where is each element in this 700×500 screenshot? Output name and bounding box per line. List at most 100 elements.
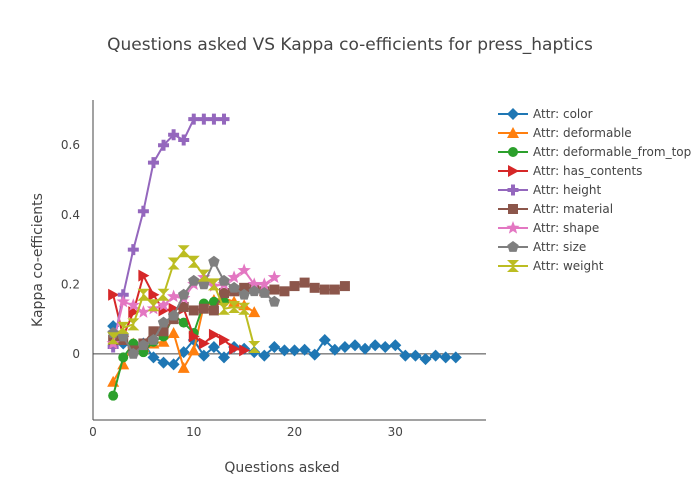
x-tick-label: 20: [287, 425, 302, 439]
plot-area: [93, 113, 486, 401]
data-point: [338, 340, 351, 353]
legend-item[interactable]: Attr: has_contents: [498, 164, 642, 178]
legend-item[interactable]: Attr: color: [498, 107, 593, 121]
legend-marker: [507, 184, 519, 196]
data-point: [188, 330, 200, 343]
data-point: [126, 298, 140, 311]
data-point: [177, 288, 190, 300]
y-tick-label: 0.2: [61, 277, 80, 291]
data-point: [288, 344, 301, 357]
data-point: [116, 294, 130, 308]
data-point: [248, 285, 260, 297]
data-point: [158, 139, 170, 151]
data-point: [127, 244, 139, 256]
legend-item[interactable]: Attr: material: [498, 202, 613, 216]
x-tick-label: 30: [388, 425, 403, 439]
data-point: [208, 328, 220, 341]
data-point: [147, 334, 160, 345]
data-point: [369, 339, 382, 352]
series-4: [107, 113, 230, 353]
data-point: [269, 284, 280, 295]
data-point: [237, 263, 251, 277]
data-point: [148, 326, 159, 337]
data-point: [107, 332, 120, 345]
data-point: [108, 390, 119, 401]
data-point: [158, 326, 169, 337]
legend-marker: [507, 260, 519, 272]
data-point: [258, 287, 271, 298]
data-point: [157, 288, 170, 301]
data-point: [198, 337, 210, 350]
data-point: [419, 353, 432, 366]
legend-marker: [508, 165, 519, 177]
data-point: [228, 281, 240, 293]
data-point: [309, 282, 320, 293]
data-point: [156, 298, 171, 311]
legend-marker: [507, 127, 519, 138]
data-point: [238, 302, 251, 315]
data-point: [208, 113, 220, 125]
data-point: [178, 317, 189, 328]
chart-title: Questions asked VS Kappa co-efficients f…: [107, 35, 593, 55]
data-point: [118, 352, 129, 363]
legend-item[interactable]: Attr: shape: [498, 221, 599, 235]
data-point: [227, 270, 241, 284]
data-point: [278, 344, 291, 357]
data-point: [449, 351, 462, 364]
data-point: [127, 347, 140, 359]
data-point: [319, 284, 330, 295]
y-tick-label: 0.4: [61, 208, 80, 222]
data-point: [208, 255, 220, 267]
data-point: [137, 205, 149, 217]
data-point: [239, 344, 251, 357]
data-point: [298, 343, 311, 356]
legend-item[interactable]: Attr: height: [498, 183, 602, 197]
data-point: [167, 358, 180, 371]
legend-marker: [508, 204, 518, 214]
data-point: [439, 351, 452, 364]
data-point: [279, 286, 290, 297]
data-point: [328, 343, 341, 356]
legend-marker: [507, 241, 519, 252]
legend-item[interactable]: Attr: deformable_from_top: [498, 145, 691, 159]
data-point: [268, 340, 281, 353]
data-point: [379, 340, 392, 353]
data-point: [208, 305, 219, 316]
y-tick-label: 0.6: [61, 138, 80, 152]
data-point: [107, 341, 119, 353]
data-point: [138, 269, 150, 282]
data-point: [157, 356, 170, 369]
data-point: [188, 113, 200, 125]
data-point: [117, 321, 130, 334]
legend-item[interactable]: Attr: size: [498, 240, 586, 254]
data-point: [389, 339, 402, 352]
data-point: [239, 282, 250, 293]
legend-label: Attr: size: [533, 240, 586, 254]
data-point: [359, 342, 372, 355]
data-point: [329, 284, 340, 295]
data-point: [198, 113, 210, 125]
series-8: [107, 245, 261, 353]
data-point: [218, 113, 230, 125]
data-point: [229, 342, 241, 355]
data-point: [268, 295, 281, 307]
data-point: [299, 277, 310, 288]
legend-marker: [507, 108, 519, 120]
legend-item[interactable]: Attr: deformable: [498, 126, 632, 140]
x-axis-label: Questions asked: [224, 460, 339, 476]
data-point: [289, 281, 300, 292]
y-ticks: 0 0.2 0.4 0.6: [61, 138, 80, 361]
legend-item[interactable]: Attr: weight: [498, 259, 604, 273]
data-point: [308, 348, 321, 361]
y-tick-label: 0: [72, 347, 80, 361]
data-point: [339, 281, 350, 292]
legend-label: Attr: shape: [533, 221, 599, 235]
legend-marker: [508, 147, 518, 157]
data-point: [136, 305, 151, 318]
data-point: [258, 349, 271, 362]
data-point: [148, 288, 160, 301]
data-point: [248, 340, 261, 353]
data-point: [247, 277, 261, 291]
